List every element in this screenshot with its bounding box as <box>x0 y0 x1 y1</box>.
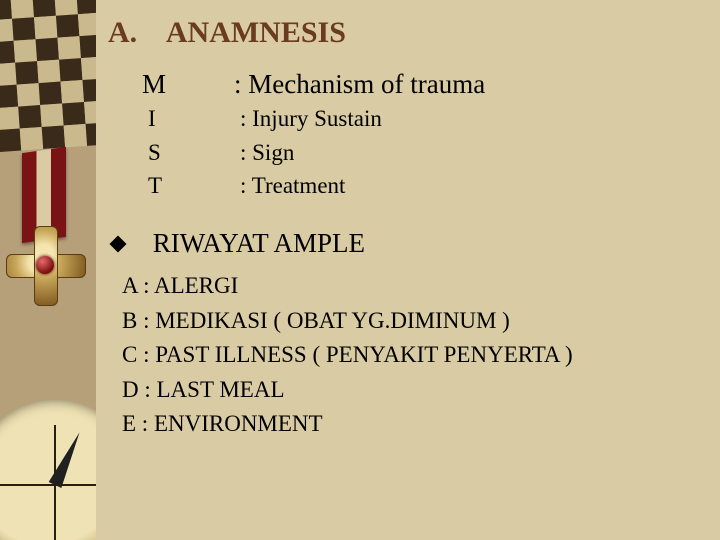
medal-cross-graphic <box>6 226 84 304</box>
diamond-bullet-icon <box>110 236 127 253</box>
mist-row: S : Sign <box>142 136 700 169</box>
mist-value: : Sign <box>240 136 294 169</box>
section-heading: A. ANAMNESIS <box>108 16 700 50</box>
checkerboard-graphic <box>0 0 96 158</box>
heading-title: ANAMNESIS <box>166 16 346 49</box>
mist-key: S <box>142 136 240 169</box>
slide-content: A. ANAMNESIS M : Mechanism of trauma I :… <box>108 16 700 442</box>
compass-graphic <box>0 400 96 540</box>
mist-key: T <box>142 169 240 202</box>
mist-row: T : Treatment <box>142 169 700 202</box>
mist-value: : Injury Sustain <box>240 102 382 135</box>
mist-list: M : Mechanism of trauma I : Injury Susta… <box>142 66 700 202</box>
mist-lead-key: M <box>142 66 234 102</box>
heading-index: A. <box>108 16 160 50</box>
mist-key: I <box>142 102 240 135</box>
mist-value: : Treatment <box>240 169 345 202</box>
slide: A. ANAMNESIS M : Mechanism of trauma I :… <box>0 0 720 540</box>
mist-row: I : Injury Sustain <box>142 102 700 135</box>
mist-lead-row: M : Mechanism of trauma <box>142 66 700 102</box>
ample-item: E : ENVIRONMENT <box>122 407 700 442</box>
ample-item: D : LAST MEAL <box>122 373 700 408</box>
ample-item: B : MEDIKASI ( OBAT YG.DIMINUM ) <box>122 304 700 339</box>
decorative-left-strip <box>0 0 96 540</box>
ample-list: A : ALERGI B : MEDIKASI ( OBAT YG.DIMINU… <box>122 269 700 442</box>
subheading-row: RIWAYAT AMPLE <box>112 228 700 259</box>
ample-item: C : PAST ILLNESS ( PENYAKIT PENYERTA ) <box>122 338 700 373</box>
subheading-text: RIWAYAT AMPLE <box>153 228 365 258</box>
mist-lead-value: : Mechanism of trauma <box>234 66 485 102</box>
ample-item: A : ALERGI <box>122 269 700 304</box>
